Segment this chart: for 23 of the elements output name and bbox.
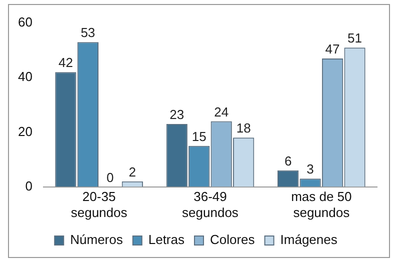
- legend-label: Números: [70, 232, 124, 248]
- data-label: 0: [106, 170, 114, 185]
- data-label: 18: [236, 120, 251, 136]
- data-label: 6: [284, 154, 292, 168]
- y-tick-label: 0: [25, 178, 32, 194]
- y-tick-label: 40: [18, 69, 32, 84]
- x-tick-label: 36-49 segundos: [182, 189, 239, 220]
- data-label: 47: [325, 42, 340, 57]
- data-label: 2: [128, 164, 136, 180]
- data-label: 23: [170, 107, 184, 122]
- data-label: 53: [80, 25, 96, 40]
- data-label: 24: [214, 104, 229, 120]
- legend-label: Colores: [210, 232, 256, 248]
- legend-label: Imágenes: [280, 232, 338, 248]
- x-tick-label: mas de 50 segundos: [291, 189, 352, 220]
- data-label: 3: [306, 162, 314, 177]
- legend-label: Letras: [148, 232, 185, 248]
- data-label: 42: [58, 55, 73, 70]
- y-tick-label: 20: [18, 124, 32, 139]
- x-tick-label: 20-35 segundos: [70, 189, 128, 220]
- data-label: 15: [192, 128, 206, 144]
- data-label: 51: [348, 30, 362, 46]
- y-tick-label: 60: [18, 14, 32, 30]
